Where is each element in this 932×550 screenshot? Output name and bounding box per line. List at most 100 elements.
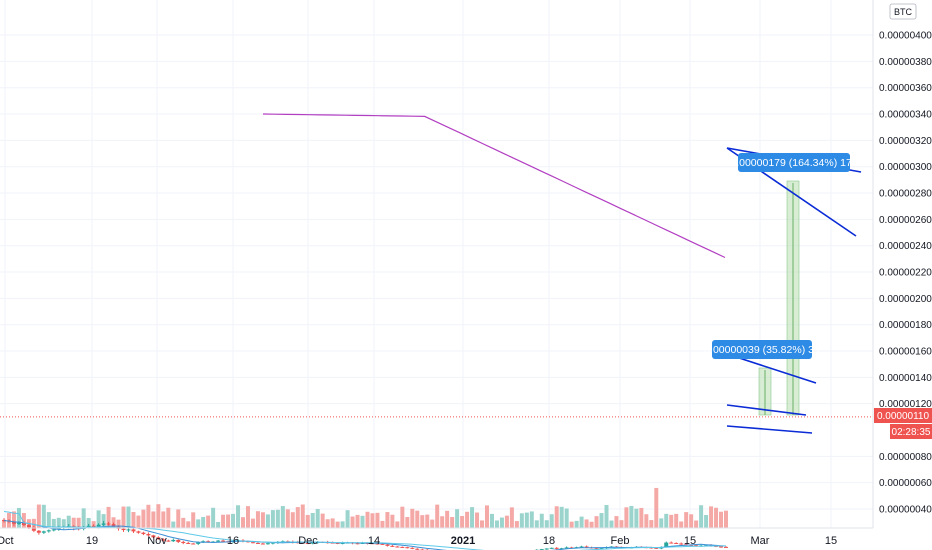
candle-body (91, 525, 96, 527)
volume-bar (201, 516, 206, 528)
trendline-flag-bottom[interactable] (726, 425, 813, 434)
volume-bar (509, 507, 514, 528)
volume-bar (365, 511, 370, 528)
volume-bar (664, 513, 669, 528)
volume-bar (649, 520, 654, 528)
candle-body (31, 527, 36, 531)
volume-bar (295, 507, 300, 528)
y-tick-label: 0.00000080 (879, 452, 932, 463)
candle-body (654, 547, 659, 549)
volume-bar (634, 508, 639, 528)
y-tick-label: 0.00000140 (879, 373, 932, 384)
y-tick-label: 0.00000060 (879, 478, 932, 489)
x-tick-label: 2021 (451, 535, 475, 547)
x-tick-label: 14 (368, 535, 380, 547)
volume-bar (66, 515, 71, 528)
candle-body (206, 541, 211, 543)
candle-body (664, 542, 669, 548)
candle-body (260, 543, 265, 545)
volume-bar (221, 514, 226, 528)
candle-body (400, 546, 405, 548)
volume-bar (226, 514, 231, 528)
volume-bar (275, 509, 280, 528)
volume-bar (654, 487, 659, 528)
volume-bar (231, 513, 236, 528)
volume-bar (290, 512, 295, 528)
candle-body (599, 547, 604, 549)
candle-body (724, 546, 728, 548)
annotation-badge-large[interactable] (738, 153, 850, 172)
candle-body (405, 547, 410, 549)
volume-bar (310, 512, 315, 528)
volume-bar (171, 521, 176, 528)
volume-bar (524, 512, 529, 528)
candle-body (171, 539, 176, 542)
volume-bar (410, 508, 415, 528)
annotation-badge-small[interactable] (712, 340, 812, 359)
currency-badge[interactable] (889, 3, 917, 20)
candle-body (221, 540, 226, 542)
volume-bar (241, 517, 246, 528)
candle-body (679, 543, 684, 545)
volume-bar (470, 507, 475, 528)
volume-bar (61, 519, 66, 528)
x-tick-label: 19 (86, 535, 98, 547)
y-tick-label: 0.00000340 (879, 110, 932, 121)
volume-bar (719, 511, 724, 528)
y-tick-label: 0.00000300 (879, 162, 932, 173)
countdown-badge (890, 424, 932, 439)
volume-bar (704, 515, 709, 528)
volume-bar (475, 512, 480, 528)
candle-body (559, 548, 564, 550)
candle-body (166, 540, 171, 542)
candle-body (26, 525, 31, 528)
volume-bar (211, 507, 216, 528)
candle-body (111, 524, 116, 527)
volume-bar (519, 513, 524, 528)
volume-bar (465, 511, 470, 528)
volume-bar (489, 513, 494, 528)
price-axis[interactable]: 0.00000040 0.00000060 0.00000080 0.00000120… (879, 31, 932, 516)
volume-bar (350, 516, 355, 528)
volume-bar (534, 520, 539, 528)
candle-body (196, 542, 201, 544)
volume-bar (21, 513, 26, 528)
volume-bar (689, 514, 694, 528)
volume-bar (644, 514, 649, 528)
candle-body (141, 532, 146, 535)
volume-bar (76, 517, 81, 528)
candle-body (36, 530, 41, 533)
volume-bar (315, 509, 320, 528)
annotation-label-small: 0.00000039 (35.82%) 39 (704, 344, 820, 356)
volume-bar (679, 521, 684, 528)
candle-body (121, 528, 126, 531)
volume-bar (216, 521, 221, 528)
candle-body (16, 522, 21, 524)
volume-bar (494, 520, 499, 528)
volume-bar (529, 511, 534, 528)
x-tick-label: 18 (543, 535, 555, 547)
chart-grid (0, 0, 873, 528)
volume-bar (11, 511, 16, 528)
candle-body (2, 519, 6, 521)
volume-bar (450, 517, 455, 528)
candle-body (41, 531, 46, 533)
candle-body (380, 543, 385, 545)
candle-body (584, 546, 589, 548)
moving-average-long-line (262, 113, 726, 259)
volume-bar (659, 518, 664, 528)
candle-body (46, 530, 51, 532)
candle-body (270, 542, 275, 544)
volume-bar (604, 505, 609, 528)
volume-bar (116, 519, 121, 528)
volume-bar (335, 521, 340, 528)
volume-bar (260, 512, 265, 528)
volume-bar (156, 504, 161, 528)
candle-body (410, 547, 415, 549)
volume-bar (415, 510, 420, 528)
trendline-flag-top[interactable] (726, 404, 807, 416)
y-tick-label: 0.00000280 (879, 189, 932, 200)
volume-bar (16, 507, 21, 528)
time-axis[interactable]: Oct 19 Nov 16 Dec 14 2021 18 Feb 15 Mar 15 (0, 535, 837, 547)
